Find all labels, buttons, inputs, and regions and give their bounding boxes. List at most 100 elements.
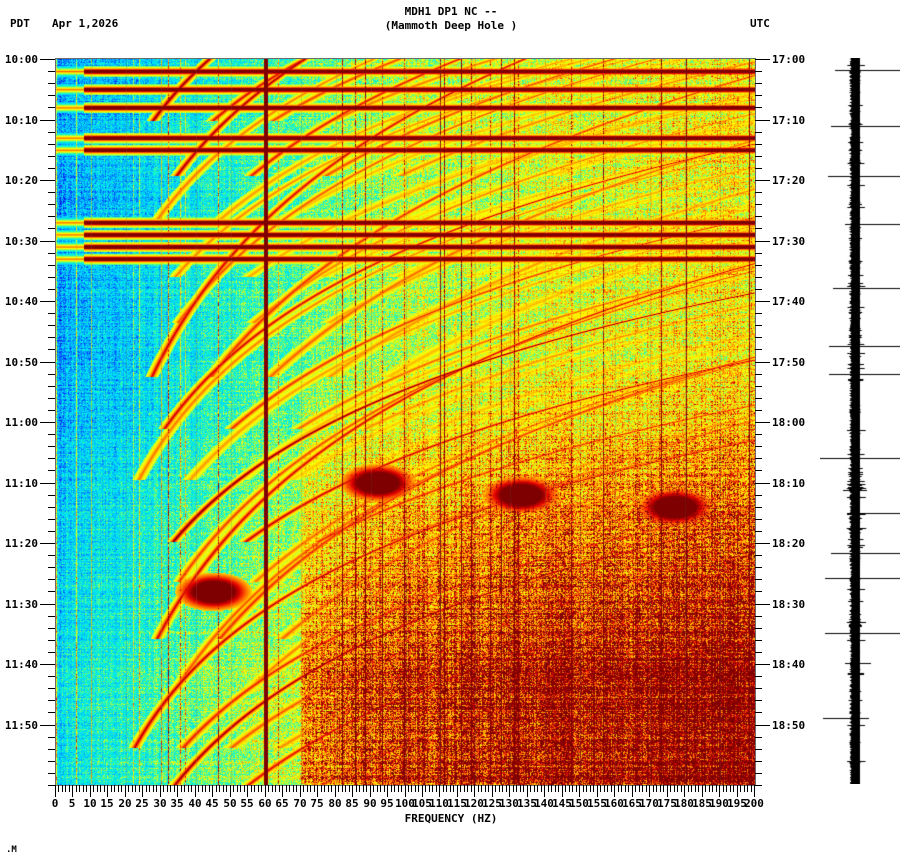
freq-tick-major [72,785,73,797]
freq-tick-minor [128,785,129,792]
freq-tick-minor [170,785,171,792]
station-title: MDH1 DP1 NC -- [404,5,498,18]
freq-tick-minor [289,785,290,792]
time-tick-minor-right [755,265,762,266]
freq-label: 130 [499,797,519,810]
freq-label: 100 [395,797,415,810]
freq-tick-minor [541,785,542,792]
freq-label: 75 [310,797,324,810]
freq-tick-minor [100,785,101,792]
freq-tick-minor [226,785,227,792]
freq-tick-major [702,785,703,797]
freq-tick-minor [709,785,710,792]
time-tick-minor-left [48,156,55,157]
time-tick-minor-left [48,567,55,568]
freq-tick-minor [744,785,745,792]
freq-tick-major [90,785,91,797]
freq-label: 135 [517,797,537,810]
freq-label: 5 [68,797,76,810]
freq-label: 165 [622,797,642,810]
time-tick-minor-right [755,458,762,459]
time-label-pdt: 11:00 [4,416,38,429]
freq-tick-minor [688,785,689,792]
freq-tick-minor [726,785,727,792]
freq-tick-minor [443,785,444,792]
time-tick-minor-right [755,434,762,435]
time-tick-minor-left [48,434,55,435]
time-tick-minor-right [755,579,762,580]
freq-tick-minor [380,785,381,792]
time-tick-minor-right [755,192,762,193]
freq-tick-minor [62,785,63,792]
freq-tick-major [195,785,196,797]
freq-tick-minor [418,785,419,792]
spectrogram-plot[interactable] [55,58,756,786]
freq-tick-major [370,785,371,797]
freq-tick-minor [425,785,426,792]
time-tick-minor-left [48,712,55,713]
freq-tick-minor [328,785,329,792]
time-tick-minor-right [755,95,762,96]
freq-tick-minor [642,785,643,792]
freq-label: 90 [363,797,377,810]
time-tick-minor-left [48,277,55,278]
freq-tick-minor [488,785,489,792]
time-tick-major-right [755,604,770,605]
time-tick-minor-right [755,628,762,629]
freq-tick-minor [516,785,517,792]
time-tick-minor-left [48,676,55,677]
time-tick-minor-left [48,228,55,229]
freq-tick-minor [139,785,140,792]
freq-tick-major [614,785,615,797]
time-tick-minor-left [48,144,55,145]
freq-tick-major [177,785,178,797]
time-tick-minor-right [755,228,762,229]
freq-tick-minor [660,785,661,792]
freq-label: 30 [153,797,167,810]
freq-tick-minor [104,785,105,792]
freq-tick-major [387,785,388,797]
freq-tick-minor [223,785,224,792]
freq-label: 45 [205,797,219,810]
freq-tick-minor [712,785,713,792]
time-tick-major-left [40,422,55,423]
time-tick-minor-right [755,83,762,84]
freq-label: 60 [258,797,272,810]
freq-tick-minor [132,785,133,792]
freq-tick-minor [366,785,367,792]
freq-tick-minor [740,785,741,792]
time-tick-minor-left [48,495,55,496]
freq-tick-minor [163,785,164,792]
freq-tick-minor [733,785,734,792]
freq-tick-major [439,785,440,797]
freq-tick-major [282,785,283,797]
freq-tick-minor [93,785,94,792]
time-tick-major-right [755,543,770,544]
freq-tick-major [527,785,528,797]
time-label-utc: 18:00 [772,416,806,429]
freq-tick-minor [153,785,154,792]
freq-tick-major [649,785,650,797]
freq-tick-minor [293,785,294,792]
time-tick-minor-left [48,700,55,701]
freq-label: 0 [51,797,59,810]
freq-tick-minor [279,785,280,792]
time-tick-minor-right [755,507,762,508]
freq-tick-minor [677,785,678,792]
freq-tick-major [265,785,266,797]
time-tick-minor-right [755,71,762,72]
time-tick-minor-left [48,640,55,641]
freq-tick-minor [146,785,147,792]
time-tick-minor-left [48,192,55,193]
time-axis-pdt: 10:00 10:10 10:20 10:30 10:40 10:50 11:00 11:10… [5,53,55,786]
freq-tick-major [457,785,458,797]
time-label-pdt: 11:30 [4,598,38,611]
freq-tick-minor [342,785,343,792]
time-tick-minor-right [755,253,762,254]
time-tick-major-left [40,301,55,302]
freq-tick-major [737,785,738,797]
freq-tick-major [754,785,755,797]
freq-tick-minor [436,785,437,792]
freq-tick-minor [576,785,577,792]
time-tick-minor-left [48,507,55,508]
